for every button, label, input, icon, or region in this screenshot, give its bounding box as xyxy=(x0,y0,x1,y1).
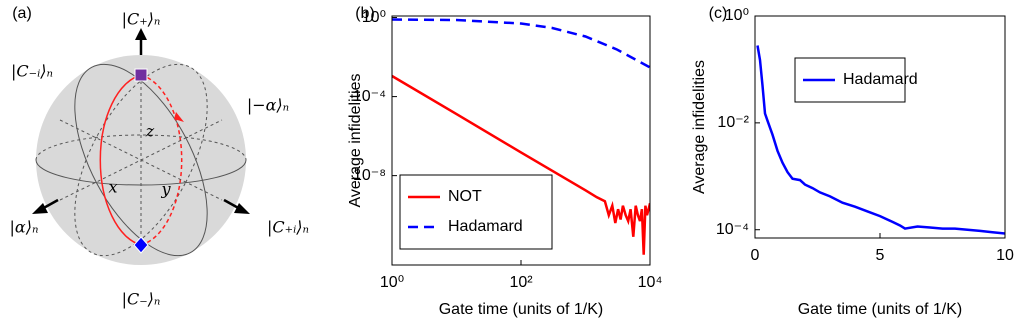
x-axis-label: Gate time (units of 1/K) xyxy=(439,301,604,318)
legend-label: Hadamard xyxy=(843,71,918,88)
y-tick-label: 10⁰ xyxy=(362,9,386,26)
plot-frame xyxy=(391,15,651,266)
arrowhead xyxy=(32,203,48,214)
plot-frame xyxy=(754,15,1006,239)
data-line xyxy=(756,45,1005,235)
state-label: |C₋⟩ₙ xyxy=(122,290,161,309)
x-axis-label: Gate time (units of 1/K) xyxy=(798,301,963,318)
legend-box xyxy=(399,174,553,250)
y-tick-label: 10⁰ xyxy=(725,7,749,24)
y-tick-label: 10⁻² xyxy=(717,114,749,131)
bloch-sphere: (a) |C₊⟩ₙ |C₋ᵢ⟩ₙ |−α⟩ₙ z x y |α⟩ₙ |C₊ᵢ⟩ₙ… xyxy=(10,5,309,308)
legend-label: NOT xyxy=(448,188,482,205)
y-tick-label: 10⁻⁸ xyxy=(353,167,386,184)
x-tick-label: 10² xyxy=(509,274,533,291)
x-tick-label: 10 xyxy=(996,247,1014,264)
state-label: |C₊⟩ₙ xyxy=(122,10,161,29)
panel-label: (c) xyxy=(709,5,728,22)
state-label: |−α⟩ₙ xyxy=(247,96,289,115)
y-tick-label: 10⁻⁴ xyxy=(353,88,386,105)
axis-label: x xyxy=(108,178,117,197)
y-axis-label: Average infidelities xyxy=(347,73,364,207)
data-line xyxy=(392,18,650,69)
y-tick-label: 10⁻⁴ xyxy=(716,221,749,238)
axis xyxy=(59,119,223,201)
legend-label: Hadamard xyxy=(448,218,523,235)
trajectory xyxy=(99,74,142,246)
x-tick-label: 0 xyxy=(751,247,760,264)
state-label: |C₋ᵢ⟩ₙ xyxy=(11,62,53,81)
axis-label: z xyxy=(145,122,155,141)
trajectory xyxy=(140,74,183,246)
x-tick-label: 5 xyxy=(876,247,885,264)
meridian xyxy=(74,63,208,257)
x-tick-label: 10⁰ xyxy=(380,274,404,291)
state-label: |C₊ᵢ⟩ₙ xyxy=(267,218,309,237)
panel-label: (b) xyxy=(355,5,375,22)
y-axis-label: Average infidelities xyxy=(691,60,708,194)
axis-label: y xyxy=(160,180,171,199)
state-label: |α⟩ₙ xyxy=(10,218,39,237)
marker xyxy=(134,68,148,82)
panel-label: (a) xyxy=(12,5,32,22)
arrowhead xyxy=(135,28,147,40)
marker xyxy=(133,236,149,254)
arrowhead xyxy=(234,203,250,214)
arrowhead xyxy=(174,112,184,122)
data-line xyxy=(392,74,650,255)
x-tick-label: 10⁴ xyxy=(638,274,663,291)
equator-back xyxy=(35,134,247,161)
